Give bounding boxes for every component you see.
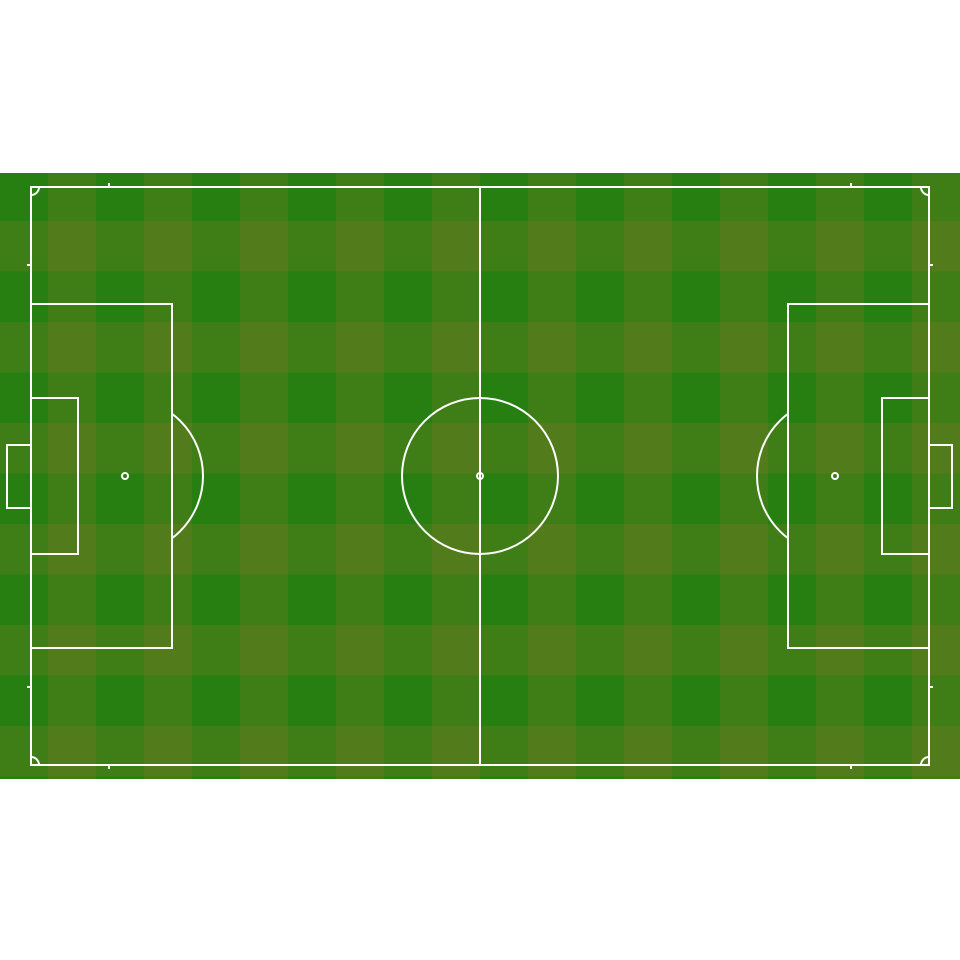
penalty-spot-right [831,472,839,480]
center-spot [476,472,484,480]
penalty-spot-left [121,472,129,480]
goal-right [928,444,953,509]
corner-arc [30,186,40,196]
goal-left [6,444,32,509]
corner-arc [920,186,930,196]
corner-arc [30,756,40,766]
penalty-arc-left [172,412,204,540]
center-circle [401,397,559,555]
penalty-arc-right [756,412,788,540]
corner-arc [920,756,930,766]
pitch-lines [6,183,953,769]
